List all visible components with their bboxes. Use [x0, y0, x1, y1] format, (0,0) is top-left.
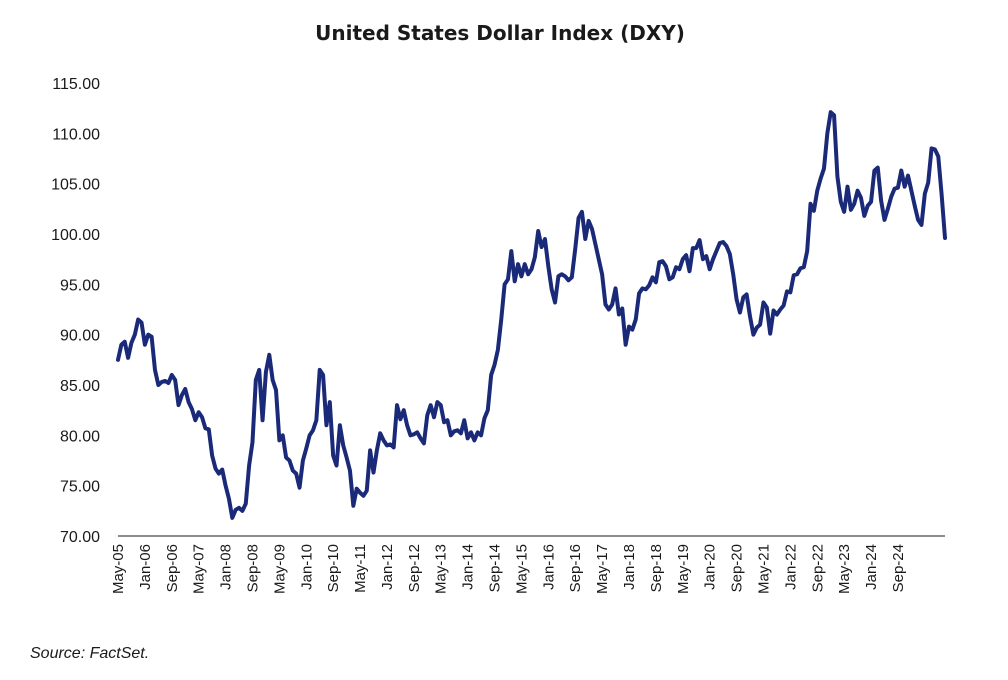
- x-tick-label: Sep-24: [890, 544, 907, 592]
- x-tick-label: Jan-22: [782, 544, 799, 590]
- x-tick-label: Sep-06: [164, 544, 181, 592]
- x-tick-label: Sep-10: [325, 544, 342, 592]
- source-note: Source: FactSet.: [30, 645, 150, 662]
- y-tick-label: 70.00: [60, 529, 100, 546]
- y-tick-label: 95.00: [60, 277, 100, 294]
- y-tick-label: 80.00: [60, 428, 100, 445]
- x-tick-label: May-07: [191, 544, 208, 594]
- x-tick-label: Sep-14: [487, 544, 504, 592]
- y-tick-label: 110.00: [52, 126, 100, 143]
- x-tick-label: May-09: [271, 544, 288, 594]
- x-tick-label: Jan-12: [379, 544, 396, 590]
- x-tick-label: May-17: [594, 544, 611, 594]
- x-tick-label: Jan-08: [218, 544, 235, 590]
- y-tick-label: 100.00: [51, 227, 100, 244]
- x-tick-label: Jan-06: [137, 544, 154, 590]
- x-tick-label: Sep-16: [567, 544, 584, 592]
- x-tick-label: Sep-20: [729, 544, 746, 592]
- y-tick-label: 115.00: [52, 76, 100, 93]
- y-axis-tick-labels: 70.00 75.00 80.00 85.00 90.00 95.00 100.00 105.…: [51, 76, 100, 546]
- x-tick-label: May-21: [755, 544, 772, 594]
- x-tick-label: May-23: [836, 544, 853, 594]
- y-tick-label: 105.00: [51, 177, 100, 194]
- x-tick-label: Sep-08: [244, 544, 261, 592]
- x-tick-label: Jan-24: [863, 544, 880, 590]
- x-tick-label: Jan-16: [540, 544, 557, 590]
- x-tick-label: Sep-18: [648, 544, 665, 592]
- x-tick-label: Sep-22: [809, 544, 826, 592]
- x-axis-tick-labels: May-05 Jan-06 Sep-06 May-07 Jan-08 Sep-08 May-…: [110, 544, 907, 594]
- dxy-series-line: [116, 110, 947, 520]
- chart-title: United States Dollar Index (DXY): [315, 21, 685, 45]
- x-tick-label: Jan-18: [621, 544, 638, 590]
- x-tick-label: Jan-20: [702, 544, 719, 590]
- y-tick-label: 90.00: [60, 328, 100, 345]
- x-tick-label: May-19: [675, 544, 692, 594]
- y-tick-label: 85.00: [60, 378, 100, 395]
- x-tick-label: Jan-14: [460, 544, 477, 590]
- x-tick-label: Jan-10: [298, 544, 315, 590]
- x-tick-label: May-05: [110, 544, 127, 594]
- x-tick-label: Sep-12: [406, 544, 423, 592]
- y-tick-label: 75.00: [60, 479, 100, 496]
- x-tick-label: May-15: [513, 544, 530, 594]
- x-tick-label: May-13: [433, 544, 450, 594]
- x-tick-label: May-11: [352, 544, 369, 593]
